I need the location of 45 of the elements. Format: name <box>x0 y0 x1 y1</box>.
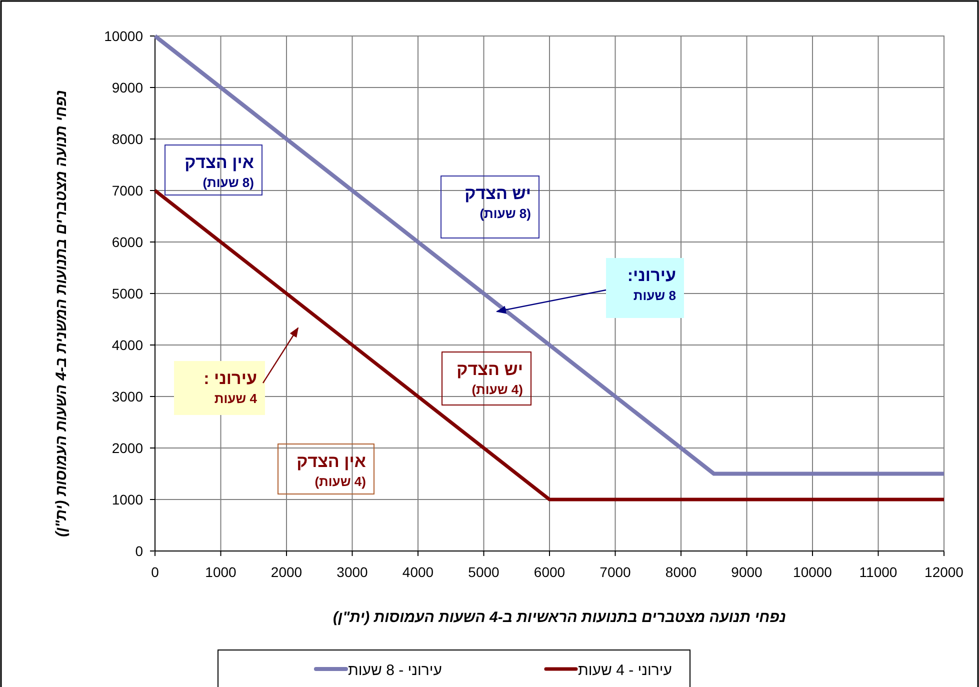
annotation: אין הצדק (8 שעות) <box>164 144 262 196</box>
annotation: 4 שעות <box>214 391 258 406</box>
x-tick-label: 6000 <box>534 564 566 580</box>
x-tick-label: 1000 <box>205 564 237 580</box>
annotation: (4 שעות) <box>472 382 523 397</box>
x-axis-title: נפחי תנועה מצטברים בתנועות הראשיות ב-4 השעות העמוסות (ית"ן) <box>333 609 786 626</box>
x-tick-label: 8000 <box>665 564 697 580</box>
y-tick-label: 10000 <box>104 28 144 44</box>
x-tick-label: 0 <box>151 564 160 580</box>
y-tick-label: 5000 <box>112 286 144 302</box>
annotation: יש הצדק (8 שעות) <box>440 176 540 238</box>
legend-label: עירוני - 4 שעות <box>578 662 672 679</box>
annotation: אין הצדק <box>296 452 366 471</box>
annotation: אין הצדק <box>184 153 254 172</box>
x-tick-label: 12000 <box>924 564 964 580</box>
legend-label: עירוני - 8 שעות <box>348 662 442 679</box>
annotation: עירוני: <box>627 266 676 285</box>
annotation: יש הצדק (4 שעות) <box>442 352 532 406</box>
x-tick-label: 11000 <box>859 564 898 580</box>
y-tick-label: 3000 <box>112 388 144 404</box>
x-tick-label: 9000 <box>731 564 763 580</box>
y-tick-label: 9000 <box>112 80 144 96</box>
annotation: עירוני : <box>204 369 257 388</box>
y-axis-title: נפחי תנועה מצטברים בתנועות המשנית ב-4 השעות העמוסות (ית"ן) <box>53 90 70 537</box>
y-tick-label: 8000 <box>112 131 144 147</box>
y-tick-label: 1000 <box>112 492 144 508</box>
annotation: עירוני : 4 שעות <box>174 327 299 415</box>
annotation: (4 שעות) <box>314 474 366 489</box>
x-tick-label: 5000 <box>468 564 500 580</box>
annotation: (8 שעות) <box>202 175 254 190</box>
y-tick-label: 2000 <box>112 440 144 456</box>
annotation: יש הצדק <box>456 360 523 379</box>
annotation: 8 שעות <box>633 288 676 303</box>
y-tick-label: 6000 <box>112 234 144 250</box>
x-tick-label: 7000 <box>600 564 632 580</box>
x-tick-label: 4000 <box>402 564 434 580</box>
y-tick-label: 7000 <box>112 182 144 198</box>
x-tick-label: 3000 <box>336 564 368 580</box>
x-tick-label: 10000 <box>793 564 832 580</box>
y-tick-label: 4000 <box>112 337 144 353</box>
x-tick-label: 2000 <box>270 564 302 580</box>
annotation: (8 שעות) <box>480 206 531 221</box>
annotation: אין הצדק (4 שעות) <box>278 444 374 494</box>
annotation: יש הצדק <box>464 184 531 203</box>
y-tick-label: 0 <box>135 543 144 559</box>
